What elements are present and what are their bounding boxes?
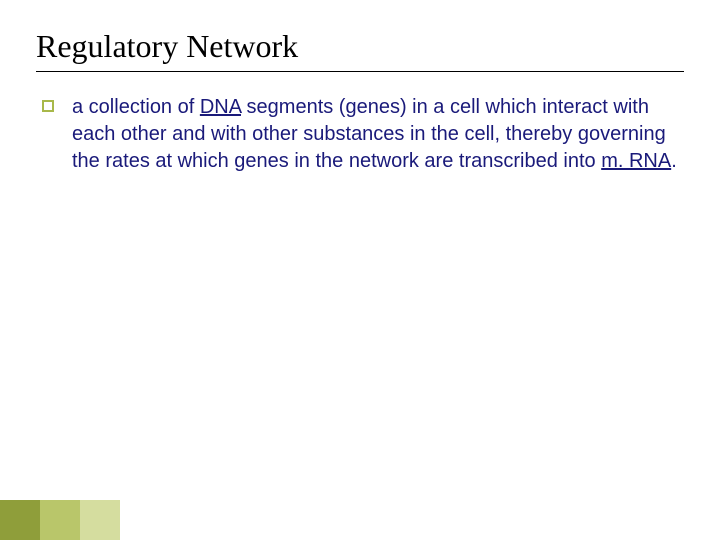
accent-square — [80, 500, 120, 540]
accent-square — [0, 500, 40, 540]
accent-square — [40, 500, 80, 540]
bullet-square-icon — [42, 100, 54, 112]
slide: Regulatory Network a collection of DNA s… — [0, 0, 720, 540]
link-dna[interactable]: DNA — [200, 96, 241, 118]
text-segment: . — [671, 150, 677, 172]
accent-squares — [0, 500, 120, 540]
body-paragraph: a collection of DNA segments (genes) in … — [72, 94, 684, 175]
bullet-row: a collection of DNA segments (genes) in … — [36, 94, 684, 175]
link-mrna[interactable]: m. RNA — [601, 150, 671, 172]
slide-title: Regulatory Network — [36, 28, 684, 72]
text-segment: a collection of — [72, 96, 200, 118]
